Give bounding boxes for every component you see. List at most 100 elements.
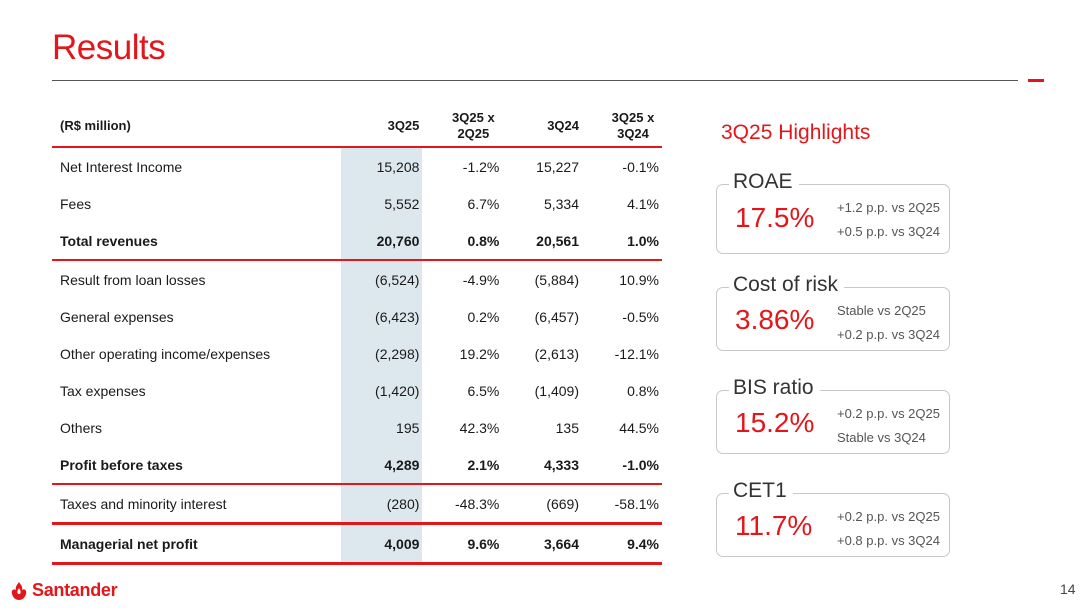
row-label: Other operating income/expenses: [60, 345, 271, 362]
row-label: Taxes and minority interest: [52, 484, 341, 525]
header-unit: (R$ million): [52, 106, 341, 148]
table-row: Others 195 42.3% 135 44.5%: [52, 409, 662, 446]
kpi-value: 17.5%: [735, 202, 815, 233]
table-row: Net Interest Income 15,208 -1.2% 15,227 …: [52, 147, 662, 185]
kpi-card-cost-of-risk: Cost of risk 3.86% Stable vs 2Q25 +0.2 p…: [716, 273, 950, 351]
cell-value: (280): [340, 484, 423, 525]
table-row-total: Profit before taxes 4,289 2.1% 4,333 -1.…: [52, 446, 662, 485]
cell-value: 9.6%: [422, 523, 503, 565]
table-row: Result from loan losses (6,524) -4.9% (5…: [52, 260, 662, 298]
cell-value: 135: [555, 419, 579, 436]
row-label: Result from loan losses: [60, 271, 206, 288]
results-table: (R$ million) 3Q25 3Q25 x 2Q25 3Q24 3Q25 …: [52, 106, 662, 565]
table-row: Fees 5,552 6.7% 5,334 4.1%: [52, 185, 662, 222]
cell-value: (1,409): [534, 382, 579, 399]
kpi-value: 15.2%: [735, 407, 815, 438]
cell-value: 20,561: [502, 222, 582, 261]
cell-value: 5,334: [543, 195, 579, 212]
title-accent-mark: [1028, 79, 1044, 82]
cell-value: 6.7%: [467, 195, 500, 212]
cell-value: -1.0%: [582, 446, 662, 485]
table-row: Other operating income/expenses (2,298) …: [52, 335, 662, 372]
kpi-card-roae: ROAE 17.5% +1.2 p.p. vs 2Q25 +0.5 p.p. v…: [716, 170, 950, 254]
header-3q25-vs-3q24: 3Q25 x 3Q24: [582, 106, 662, 148]
cell-value: 5,552: [340, 185, 423, 222]
cell-value: (669): [502, 484, 582, 525]
row-label: General expenses: [60, 308, 174, 325]
kpi-value: 3.86%: [735, 304, 815, 335]
cell-value: 42.3%: [459, 419, 500, 436]
cell-value: 0.8%: [422, 222, 503, 261]
kpi-change-vs-3q24: +0.8 p.p. vs 3Q24: [837, 533, 940, 548]
kpi-value: 11.7%: [735, 510, 813, 541]
table-row: Tax expenses (1,420) 6.5% (1,409) 0.8%: [52, 372, 662, 409]
cell-value: 195: [340, 409, 423, 446]
kpi-change-vs-2q25: +0.2 p.p. vs 2Q25: [837, 406, 940, 421]
row-label: Fees: [60, 195, 92, 212]
cell-value: (1,420): [340, 372, 423, 409]
table-row-total: Managerial net profit 4,009 9.6% 3,664 9…: [52, 523, 662, 565]
cell-value: 0.8%: [627, 382, 659, 399]
cell-value: 15,208: [340, 147, 423, 185]
cell-value: 4.1%: [627, 195, 659, 212]
header-3q25: 3Q25: [340, 106, 423, 148]
kpi-change-vs-2q25: +0.2 p.p. vs 2Q25: [837, 509, 940, 524]
highlights-title: 3Q25 Highlights: [721, 121, 871, 144]
cell-value: 4,333: [502, 446, 582, 485]
cell-value: -0.1%: [622, 158, 659, 175]
cell-value: (6,423): [340, 298, 423, 335]
header-3q24: 3Q24: [502, 106, 582, 148]
row-label: Others: [60, 419, 103, 436]
cell-value: 44.5%: [619, 419, 659, 436]
cell-value: -1.2%: [462, 158, 500, 175]
cell-value: 9.4%: [582, 523, 662, 565]
page-number: 14: [1060, 581, 1076, 597]
flame-icon: [11, 581, 27, 600]
kpi-label: BIS ratio: [729, 376, 820, 400]
row-label: Total revenues: [52, 222, 341, 261]
kpi-change-vs-3q24: +0.5 p.p. vs 3Q24: [837, 224, 940, 239]
kpi-change-vs-2q25: Stable vs 2Q25: [837, 303, 926, 318]
cell-value: 3,664: [502, 523, 582, 565]
cell-value: (2,298): [340, 335, 423, 372]
cell-value: 4,009: [340, 523, 423, 565]
cell-value: (6,457): [534, 308, 579, 325]
santander-logo: Santander: [10, 580, 118, 601]
page-title: Results: [52, 28, 166, 67]
cell-value: 0.2%: [467, 308, 500, 325]
row-label: Net Interest Income: [60, 158, 183, 175]
cell-value: 6.5%: [467, 382, 500, 399]
cell-value: (2,613): [534, 345, 579, 362]
header-3q25-vs-2q25: 3Q25 x 2Q25: [422, 106, 503, 148]
kpi-label: Cost of risk: [729, 273, 845, 297]
kpi-label: ROAE: [729, 170, 799, 194]
table-row-total: Total revenues 20,760 0.8% 20,561 1.0%: [52, 222, 662, 261]
table-row: General expenses (6,423) 0.2% (6,457) -0…: [52, 298, 662, 335]
kpi-label: CET1: [729, 479, 793, 503]
kpi-card-bis-ratio: BIS ratio 15.2% +0.2 p.p. vs 2Q25 Stable…: [716, 376, 950, 454]
row-label: Profit before taxes: [52, 446, 341, 485]
cell-value: -48.3%: [422, 484, 503, 525]
cell-value: (5,884): [534, 271, 579, 288]
cell-value: -4.9%: [462, 271, 500, 288]
brand-name: Santander: [32, 580, 118, 600]
row-label: Managerial net profit: [52, 523, 341, 565]
cell-value: 19.2%: [459, 345, 500, 362]
kpi-card-cet1: CET1 11.7% +0.2 p.p. vs 2Q25 +0.8 p.p. v…: [716, 479, 950, 557]
cell-value: 20,760: [340, 222, 423, 261]
cell-value: 10.9%: [619, 271, 659, 288]
cell-value: 1.0%: [582, 222, 662, 261]
cell-value: -12.1%: [614, 345, 659, 362]
cell-value: -58.1%: [582, 484, 662, 525]
kpi-change-vs-3q24: Stable vs 3Q24: [837, 430, 926, 445]
row-label: Tax expenses: [60, 382, 146, 399]
title-divider: [52, 80, 1018, 81]
kpi-change-vs-3q24: +0.2 p.p. vs 3Q24: [837, 327, 940, 342]
table-header-row: (R$ million) 3Q25 3Q25 x 2Q25 3Q24 3Q25 …: [52, 106, 662, 148]
kpi-change-vs-2q25: +1.2 p.p. vs 2Q25: [837, 200, 940, 215]
table-row: Taxes and minority interest (280) -48.3%…: [52, 484, 662, 525]
cell-value: 4,289: [340, 446, 423, 485]
cell-value: -0.5%: [622, 308, 659, 325]
cell-value: 2.1%: [422, 446, 503, 485]
cell-value: 15,227: [536, 158, 579, 175]
